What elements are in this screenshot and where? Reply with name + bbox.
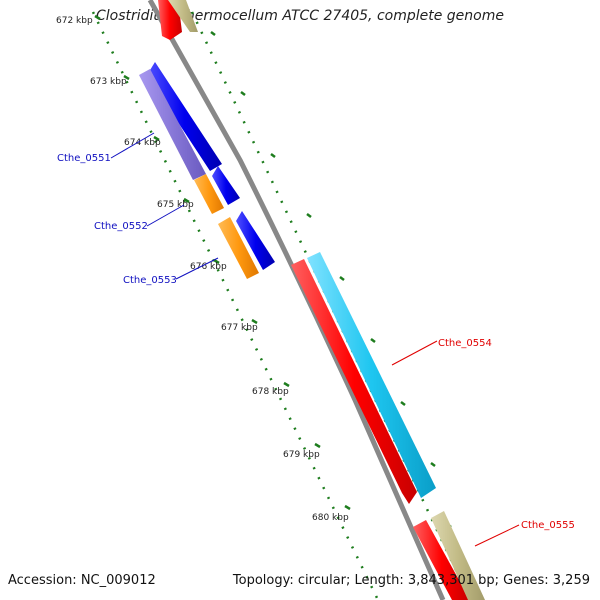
kbp-label-678: 678 kbp (252, 387, 289, 397)
gene-label-cthe-0553[interactable]: Cthe_0553 (123, 275, 177, 286)
map-title: Clostridium thermocellum ATCC 27405, com… (96, 8, 504, 24)
gene-label-cthe-0555[interactable]: Cthe_0555 (521, 520, 575, 531)
tick-674 (153, 135, 160, 142)
gene-label-cthe-0554[interactable]: Cthe_0554 (438, 338, 492, 349)
outer-major-ticks (210, 31, 452, 528)
gene-cthe-0552-arrow[interactable] (212, 166, 240, 205)
gene-cthe-0554-red[interactable] (291, 259, 417, 504)
inner-major-ticks (94, 14, 351, 511)
tick-680 (344, 504, 351, 511)
kbp-label-677: 677 kbp (221, 323, 258, 333)
genome-backbone (147, 0, 446, 600)
tick-678 (283, 381, 290, 388)
tick-673 (123, 74, 130, 81)
gene-label-cthe-0551[interactable]: Cthe_0551 (57, 153, 111, 164)
gene-label-cthe-0552[interactable]: Cthe_0552 (94, 221, 148, 232)
tick-672 (94, 14, 101, 21)
gene-cthe-0552-feature[interactable] (194, 174, 224, 214)
gene-labels: Cthe_0551 Cthe_0552 Cthe_0553 Cthe_0554 … (57, 153, 575, 531)
kbp-label-674: 674 kbp (124, 138, 161, 148)
gene-cthe-0551-arrow[interactable] (147, 62, 222, 171)
gene-cthe-0555-red[interactable] (413, 520, 470, 600)
gene-cthe-0555-khaki[interactable] (431, 511, 485, 600)
kbp-label-679: 679 kbp (283, 450, 320, 460)
kbp-label-676: 676 kbp (190, 262, 227, 272)
tick-675 (183, 197, 190, 204)
gene-label-leaders (110, 132, 520, 547)
gene-cthe-0554-cyan[interactable] (307, 252, 436, 498)
kbp-labels: 672 kbp 673 kbp 674 kbp 675 kbp 676 kbp … (56, 16, 349, 523)
gene-cthe-0553-arrow[interactable] (236, 211, 275, 270)
forward-strand-genes (291, 252, 485, 600)
reverse-strand-genes (139, 0, 275, 279)
kbp-label-673: 673 kbp (90, 77, 127, 87)
tick-679 (314, 442, 321, 449)
kbp-label-672: 672 kbp (56, 16, 93, 26)
gene-block-top-khaki (168, 0, 198, 32)
kbp-label-680: 680 kbp (312, 513, 349, 523)
gene-cthe-0553-feature[interactable] (218, 217, 259, 279)
topology-info: Topology: circular; Length: 3,843,301 bp… (232, 573, 590, 588)
accession-info: Accession: NC_009012 (8, 573, 156, 588)
kbp-label-675: 675 kbp (157, 200, 194, 210)
gene-cthe-0551-feature[interactable] (139, 69, 206, 180)
tick-676 (213, 258, 220, 265)
tick-677 (251, 318, 258, 325)
